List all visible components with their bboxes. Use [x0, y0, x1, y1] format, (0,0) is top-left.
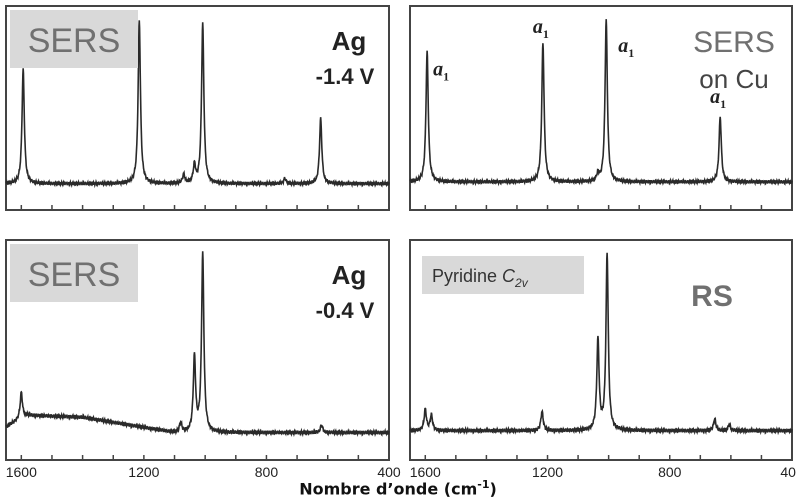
label-title-line1: SERS	[693, 26, 775, 59]
peak-annotation: a1	[618, 35, 634, 60]
label-right: RS	[691, 280, 733, 313]
label-potential: -1.4 V	[316, 64, 375, 89]
x-tick-label: 1600	[410, 464, 441, 480]
peak-annotation-main: a	[533, 16, 543, 38]
x-tick-label: 400	[377, 464, 401, 480]
panel-frame	[409, 5, 793, 211]
peak-annotation-main: a	[618, 35, 628, 57]
x-axis-label-close: )	[489, 479, 497, 499]
peak-annotation-sub: 1	[443, 70, 449, 84]
x-axis-label: Nombre d’onde (cm-1)	[0, 478, 796, 498]
label-box-text: SERS	[28, 22, 121, 60]
label-box-main: Pyridine	[432, 266, 502, 286]
label-potential: -0.4 V	[316, 298, 375, 323]
label-box	[10, 10, 138, 68]
x-tick-label: 800	[255, 464, 279, 480]
label-box	[10, 244, 138, 302]
x-tick-label: 1200	[532, 464, 563, 480]
peak-annotation-main: a	[710, 86, 720, 108]
label-box	[422, 256, 584, 294]
x-tick-label: 1600	[6, 464, 37, 480]
label-box-text: Pyridine C2v	[432, 266, 529, 290]
peak-annotation-sub: 1	[720, 97, 726, 111]
label-title-line2: on Cu	[699, 64, 768, 94]
label-box-sub: 2v	[514, 276, 529, 290]
x-axis-label-exponent: -1	[477, 478, 490, 491]
spectrum-line	[5, 251, 390, 438]
panel-frame	[5, 239, 390, 461]
x-tick-label: 1200	[128, 464, 159, 480]
panel-bottom-right: 1600 1200 800 400 Pyridine C2v RS	[409, 239, 796, 480]
panel-frame	[409, 239, 793, 461]
panel-frame	[5, 5, 390, 211]
label-metal: Ag	[332, 260, 367, 290]
peak-annotation: a1	[533, 16, 549, 41]
peak-annotation-main: a	[433, 59, 443, 81]
spectrum-line	[5, 20, 390, 189]
peak-annotation: a1	[433, 59, 449, 84]
label-box-text: SERS	[28, 256, 121, 294]
peak-annotation-sub: 1	[543, 27, 549, 41]
x-axis-label-text: Nombre d’onde (cm	[299, 479, 478, 499]
x-tick-label: 400	[780, 464, 796, 480]
spectrum-line	[409, 252, 793, 436]
panel-top-left: SERS Ag -1.4 V	[5, 5, 390, 211]
peak-annotation: a1	[710, 86, 726, 111]
panel-bottom-left: 1600 1200 800 400 SERS Ag -0.4 V	[5, 239, 401, 480]
spectrum-line	[409, 19, 793, 187]
x-tick-label: 800	[658, 464, 682, 480]
label-box-italic: C	[502, 266, 516, 286]
peak-annotation-sub: 1	[628, 46, 634, 60]
label-metal: Ag	[332, 26, 367, 56]
